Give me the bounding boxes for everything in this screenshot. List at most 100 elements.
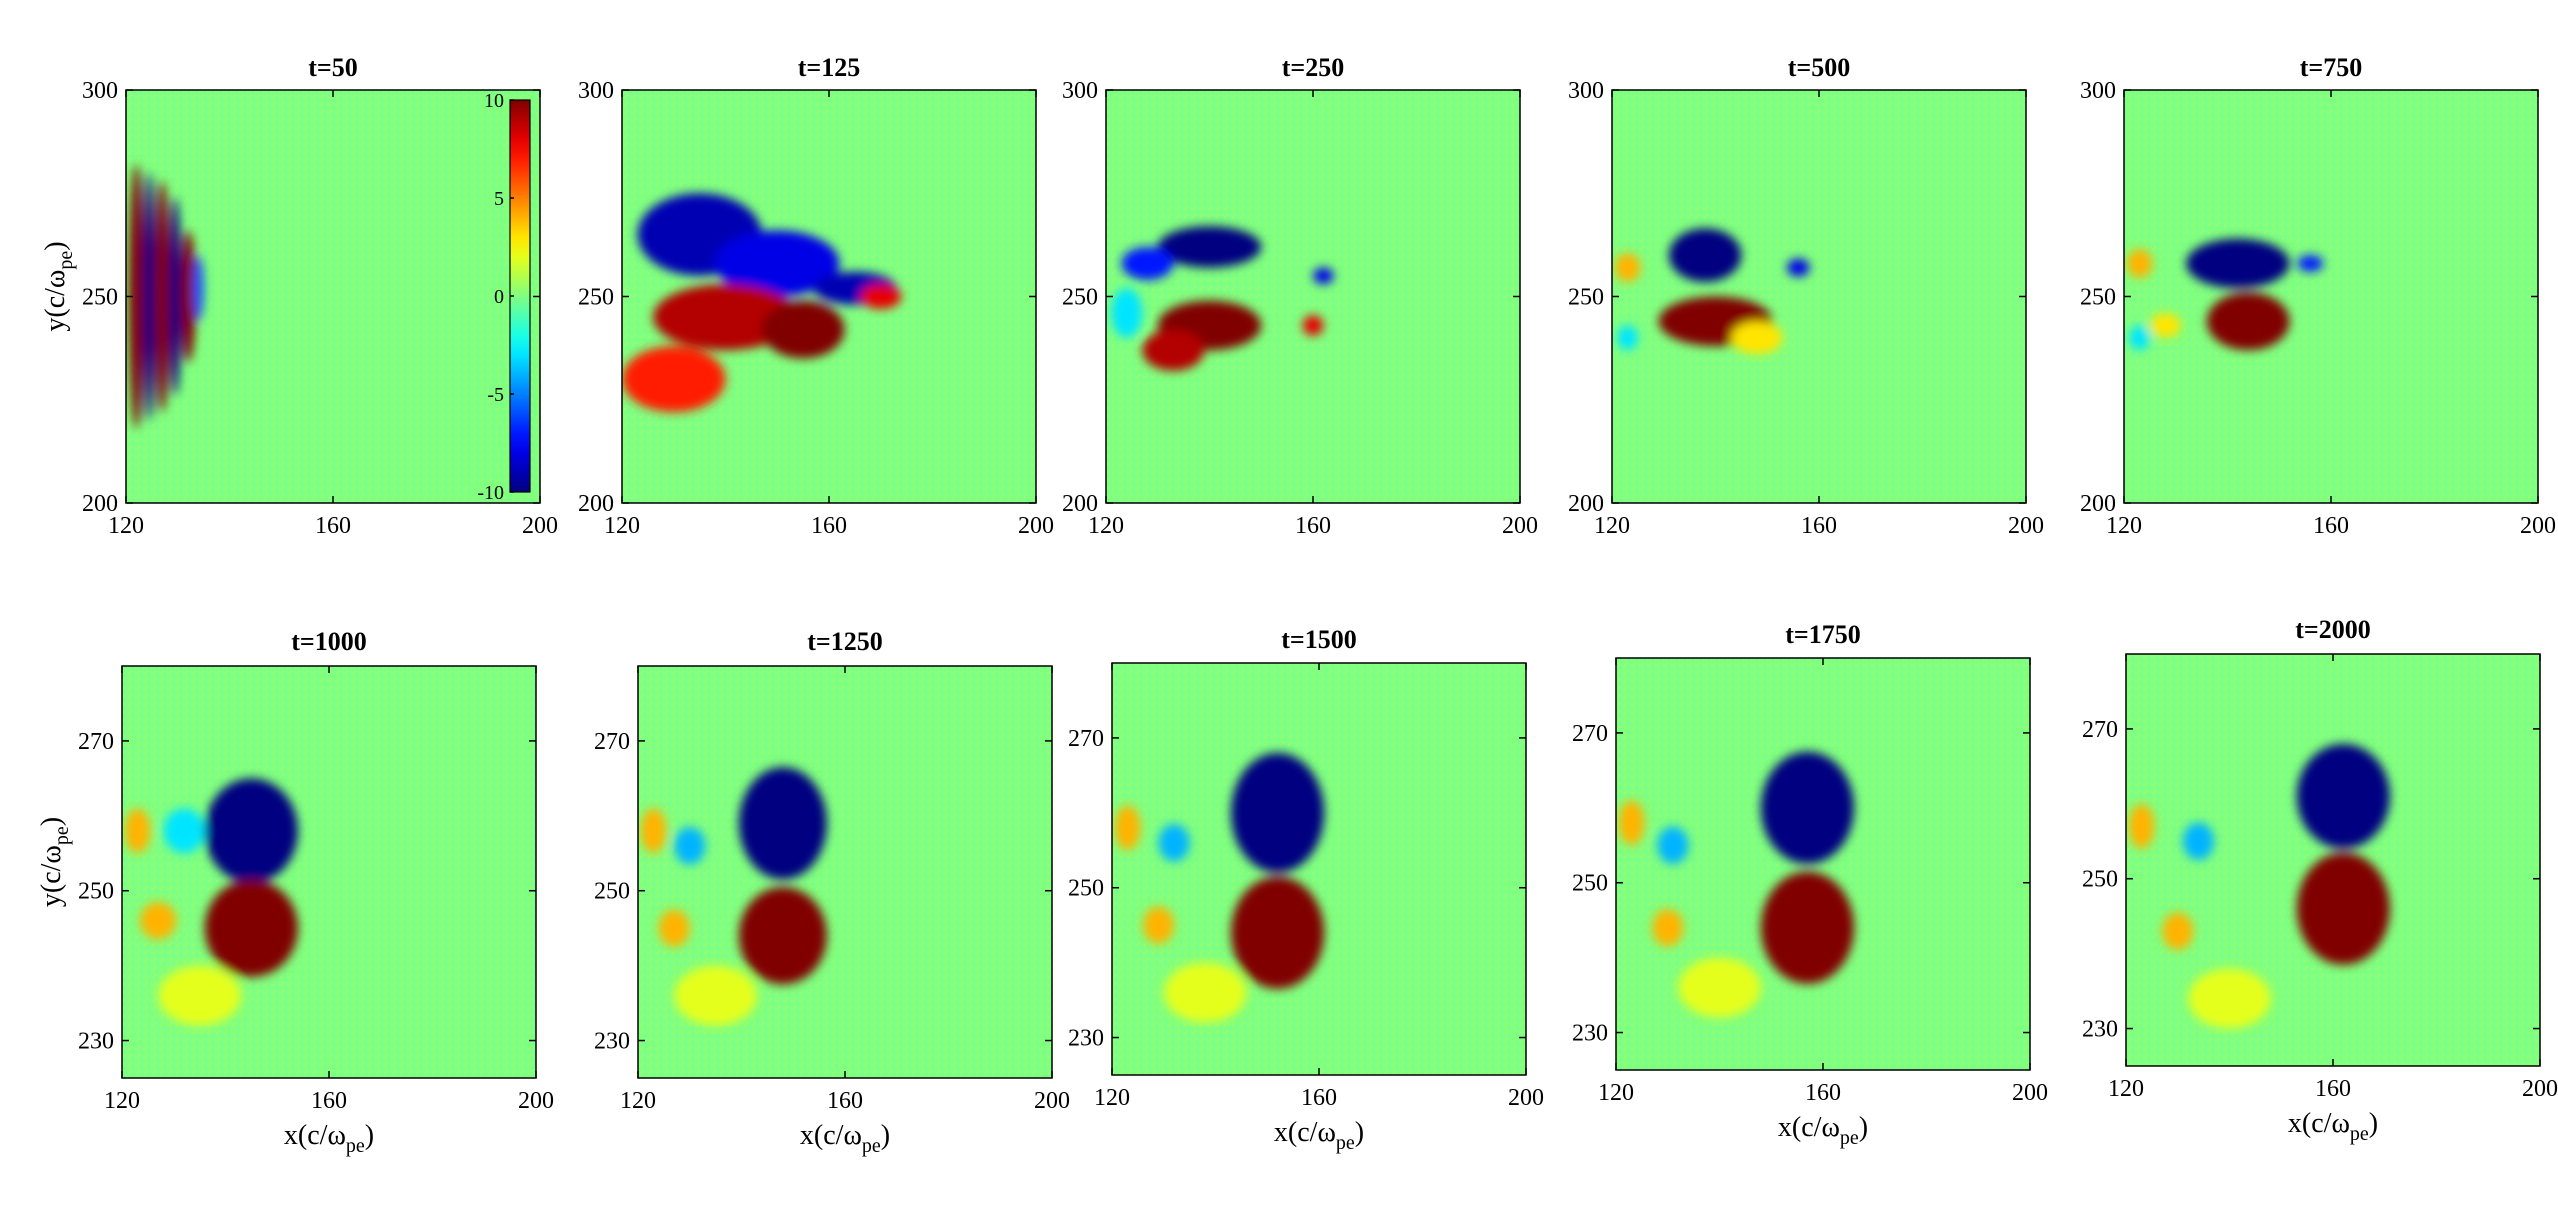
- x-tick-label: 120: [1094, 1085, 1130, 1111]
- panel-title: t=500: [1788, 53, 1850, 82]
- colorbar: 10 5 0 -5 -10: [477, 90, 531, 504]
- x-tick-label: 120: [104, 1088, 140, 1114]
- y-tick-label: 200: [2080, 491, 2116, 517]
- x-tick-label: 120: [1594, 513, 1630, 539]
- y-tick-label: 270: [1572, 721, 1608, 747]
- y-tick-label: 250: [578, 285, 614, 311]
- field-blob: [2182, 822, 2214, 860]
- field-blob: [204, 879, 298, 977]
- x-tick-label: 120: [620, 1088, 656, 1114]
- y-tick-label: 300: [82, 78, 118, 104]
- y-tick-label: 270: [78, 729, 114, 755]
- x-tick-label: 120: [2106, 513, 2142, 539]
- field-blob: [1617, 325, 1638, 351]
- field-blob: [761, 300, 845, 359]
- colorbar-tick-label: 10: [484, 90, 504, 112]
- x-tick-label: 200: [1018, 513, 1054, 539]
- field-blob: [2296, 743, 2390, 849]
- field-blob: [860, 284, 902, 309]
- heatmap-features: [1618, 751, 1855, 1018]
- field-blob: [1231, 876, 1325, 989]
- field-blob: [1614, 253, 1641, 283]
- panel-2: t=125 120 160 200 200 250 300: [578, 53, 1054, 539]
- field-blob: [1760, 751, 1855, 864]
- field-blob: [128, 164, 145, 429]
- y-tick-label: 300: [1568, 78, 1604, 104]
- field-blob: [143, 172, 156, 421]
- heatmap-background: [2124, 90, 2538, 503]
- x-tick-label: 200: [518, 1088, 554, 1114]
- field-blob: [1143, 906, 1175, 944]
- field-blob: [2206, 292, 2290, 351]
- field-blob: [1114, 805, 1141, 851]
- panel-title: t=1250: [807, 627, 882, 656]
- field-blob: [193, 255, 204, 322]
- x-tick-label: 160: [811, 513, 847, 539]
- x-tick-label: 120: [2108, 1076, 2144, 1102]
- panel-10: t=2000 120 160 200 230 250 270 x(c/ωpe): [2082, 615, 2558, 1145]
- panel-title: t=125: [798, 53, 860, 82]
- field-blob: [622, 346, 726, 413]
- field-blob: [1313, 267, 1334, 285]
- field-blob: [1231, 752, 1325, 873]
- y-tick-label: 230: [1572, 1021, 1608, 1047]
- field-blob: [168, 197, 182, 396]
- y-tick-label: 250: [2080, 285, 2116, 311]
- x-tick-label: 120: [1598, 1080, 1634, 1106]
- y-tick-label: 270: [1068, 726, 1104, 752]
- panel-title: t=2000: [2295, 615, 2370, 644]
- colorbar-tick-label: -5: [487, 384, 504, 406]
- heatmap-background: [1112, 663, 1526, 1075]
- field-blob: [124, 808, 151, 854]
- field-blob: [1157, 226, 1262, 268]
- heatmap-features: [2128, 743, 2390, 1029]
- field-blob: [2128, 803, 2155, 849]
- panel-title: t=250: [1282, 53, 1344, 82]
- y-tick-label: 300: [2080, 78, 2116, 104]
- heatmap-background: [1612, 90, 2026, 503]
- x-tick-label: 200: [2012, 1080, 2048, 1106]
- x-axis-label: x(c/ωpe): [284, 1120, 374, 1157]
- field-blob: [204, 778, 298, 884]
- field-blob: [2296, 852, 2390, 965]
- panel-5: t=750 120 160 200 200 250 300: [2080, 53, 2556, 539]
- x-axis-label: x(c/ωpe): [1274, 1117, 1364, 1154]
- heatmap-features: [1114, 752, 1325, 1023]
- x-tick-label: 160: [2313, 513, 2349, 539]
- x-tick-label: 160: [1801, 513, 1837, 539]
- x-tick-label: 160: [315, 513, 351, 539]
- heatmap-features: [622, 193, 902, 413]
- y-tick-label: 300: [1062, 78, 1098, 104]
- field-blob: [1121, 246, 1174, 280]
- field-blob: [674, 965, 758, 1026]
- y-tick-label: 250: [1068, 876, 1104, 902]
- x-tick-label: 160: [1295, 513, 1331, 539]
- heatmap-features: [1614, 228, 1810, 355]
- panel-9: t=1750 120 160 200 230 250 270 x(c/ωpe): [1572, 620, 2048, 1149]
- heatmap-features: [124, 778, 298, 1026]
- x-tick-label: 200: [1508, 1085, 1544, 1111]
- field-blob: [1678, 957, 1761, 1018]
- field-blob: [738, 886, 827, 985]
- field-blob: [653, 284, 798, 351]
- y-tick-label: 230: [594, 1029, 630, 1055]
- field-blob: [658, 909, 690, 947]
- field-blob: [163, 808, 205, 854]
- x-axis-label: x(c/ωpe): [2288, 1108, 2378, 1145]
- field-blob: [738, 767, 827, 880]
- y-tick-label: 200: [1062, 491, 1098, 517]
- field-blob: [1760, 871, 1855, 984]
- x-tick-label: 120: [604, 513, 640, 539]
- y-tick-label: 300: [578, 78, 614, 104]
- heatmap-features: [1111, 226, 1334, 371]
- y-tick-label: 270: [2082, 717, 2118, 743]
- field-blob: [1786, 258, 1810, 277]
- x-tick-label: 160: [1805, 1080, 1841, 1106]
- x-axis-label: x(c/ωpe): [1778, 1112, 1868, 1149]
- heatmap-features: [2126, 238, 2324, 351]
- x-tick-label: 200: [2008, 513, 2044, 539]
- y-tick-label: 230: [2082, 1017, 2118, 1043]
- panel-7: t=1250 120 160 200 230 250 270 x(c/ωpe): [594, 627, 1070, 1157]
- field-blob: [1618, 800, 1645, 846]
